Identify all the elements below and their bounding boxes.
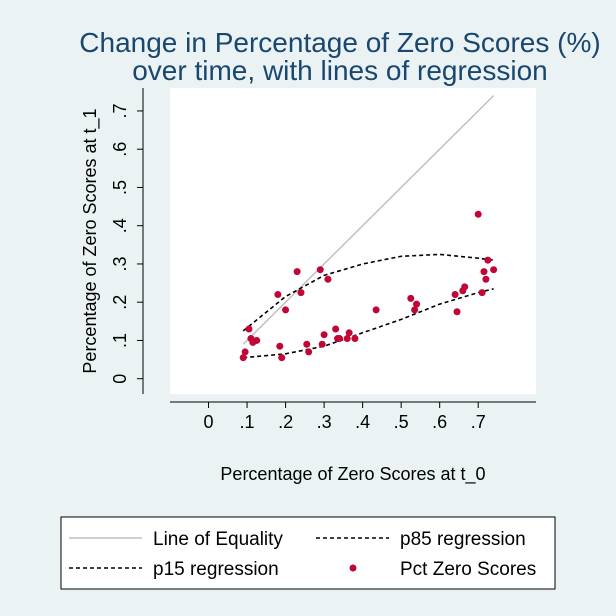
data-point [336, 335, 344, 343]
x-tick-label: 0 [204, 412, 214, 432]
data-point [474, 210, 482, 218]
p85-regression-line [242, 253, 494, 332]
p15-regression-line [243, 288, 494, 359]
data-point [351, 335, 359, 343]
plot-content [239, 95, 498, 362]
legend-box [60, 516, 556, 590]
x-tick-label: .6 [432, 412, 447, 432]
x-tick-label: .3 [317, 412, 332, 432]
data-point [297, 289, 305, 297]
chart-title-line-1: Change in Percentage of Zero Scores (%) [79, 27, 600, 58]
data-point [480, 268, 488, 276]
data-point [305, 348, 313, 356]
data-point [303, 340, 311, 348]
data-point [484, 256, 492, 264]
data-point [453, 308, 461, 316]
x-tick-label: .2 [278, 412, 293, 432]
data-point [490, 266, 498, 274]
data-point [241, 348, 249, 356]
legend-label: Pct Zero Scores [400, 559, 536, 580]
legend-label: p15 regression [153, 559, 279, 580]
y-axis-title: Percentage of Zero Scores at t_1 [80, 108, 101, 373]
y-axis: 0 .1 .2 .3 .4 .5 .6 .7 [110, 103, 143, 384]
data-point [413, 300, 421, 308]
x-tick-label: .7 [471, 412, 486, 432]
data-point [482, 275, 490, 283]
data-point [372, 306, 380, 314]
legend-label: p85 regression [400, 529, 526, 550]
data-point [407, 294, 415, 302]
data-point [282, 306, 290, 314]
data-point [461, 283, 469, 291]
data-point [253, 336, 261, 344]
x-tick-label: .1 [240, 412, 255, 432]
data-point [320, 331, 328, 339]
data-point [343, 335, 351, 343]
data-point [245, 325, 253, 333]
line-of-equality [242, 95, 495, 345]
y-tick-label: .4 [110, 218, 130, 233]
data-point [293, 268, 301, 276]
data-point [318, 340, 326, 348]
data-point [332, 325, 340, 333]
x-axis-title: Percentage of Zero Scores at t_0 [220, 464, 485, 485]
data-point [345, 329, 353, 337]
y-tick-label: .7 [110, 103, 130, 118]
data-point [478, 289, 486, 297]
data-point [316, 266, 324, 274]
y-tick-label: .1 [110, 333, 130, 348]
legend: Line of Equality p85 regression p15 regres… [60, 516, 556, 590]
x-axis: 0 .1 .2 .3 .4 .5 .6 .7 [204, 402, 486, 432]
legend-symbol-dot [349, 564, 357, 572]
legend-label: Line of Equality [153, 529, 283, 550]
plot-area [170, 88, 536, 394]
data-point [278, 354, 286, 362]
data-point [276, 342, 284, 350]
data-point [239, 354, 247, 362]
data-point [411, 306, 419, 314]
data-point [451, 291, 459, 299]
y-tick-label: .5 [110, 180, 130, 195]
y-tick-label: 0 [110, 374, 130, 384]
chart-title-line-2: over time, with lines of regression [132, 55, 548, 86]
data-point [274, 291, 282, 299]
x-tick-label: .4 [355, 412, 370, 432]
y-tick-label: .3 [110, 256, 130, 271]
x-tick-label: .5 [394, 412, 409, 432]
y-tick-label: .2 [110, 295, 130, 310]
y-tick-label: .6 [110, 142, 130, 157]
data-point [324, 275, 332, 283]
